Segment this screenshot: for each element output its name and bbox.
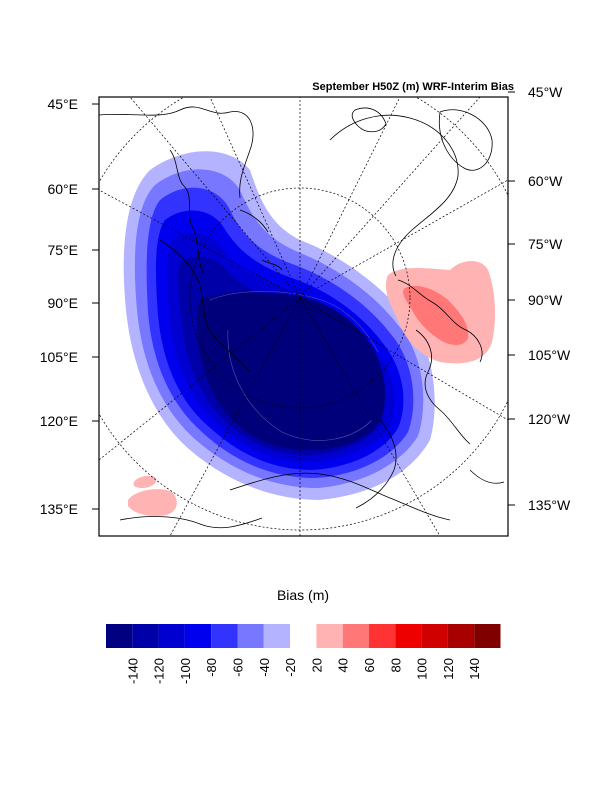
colorbar-box [290,624,317,648]
coastlines [99,106,505,529]
lon-label-right: 105°W [528,347,571,363]
right-axis-labels: 45°W 60°W 75°W 90°W 105°W 120°W 135°W [528,84,571,513]
colorbar-tick-label: 80 [388,658,403,672]
colorbar-tick-label: 20 [309,658,324,672]
positive-bias-field [128,261,496,516]
lon-label-right: 90°W [528,292,563,308]
colorbar-tick-label: -120 [152,658,167,684]
colorbar-tick-label: 40 [336,658,351,672]
colorbar-tick-label: -140 [125,658,140,684]
map-panel [98,96,509,537]
negative-bias-field [123,151,435,500]
left-axis-labels: 45°E 60°E 75°E 90°E 105°E 120°E 135°E [40,96,78,517]
colorbar-tick-label: 60 [362,658,377,672]
colorbar-box [158,624,185,648]
colorbar-title: Bias (m) [277,587,329,603]
bias-patch-east-strong [403,285,469,345]
lon-label-right: 75°W [528,236,563,252]
axis-ticks [92,91,515,510]
colorbar-tick-label: -60 [231,658,246,677]
colorbar-tick-label: 100 [415,658,430,680]
colorbar-box [106,624,133,648]
map-title: September H50Z (m) WRF-Interim Bias [312,81,514,93]
colorbar-boxes [106,624,501,648]
colorbar-box [342,624,369,648]
lon-label-left: 90°E [47,295,78,311]
colorbar-tick-label: 140 [467,658,482,680]
colorbar-box [316,624,343,648]
colorbar-tick-label: -20 [283,658,298,677]
colorbar-tick-label: -100 [178,658,193,684]
colorbar-box [237,624,264,648]
contour-line [227,329,373,441]
lon-label-right: 135°W [528,497,571,513]
colorbar-box [447,624,475,648]
lon-label-right: 120°W [528,411,571,427]
colorbar-box [211,624,238,648]
colorbar-tick-label: -80 [204,658,219,677]
colorbar-box [474,624,501,648]
lon-label-left: 105°E [40,349,78,365]
colorbar-box [184,624,212,648]
bias-patch-southwest-small [133,475,157,488]
colorbar-box [263,624,291,648]
bias-patch-southwest [128,489,177,516]
colorbar-box [132,624,159,648]
contour-line [209,291,379,353]
lon-label-right: 45°W [528,84,563,100]
graticule [99,97,508,536]
lon-label-left: 60°E [47,181,78,197]
colorbar-labels: -140 -120 -100 -80 -60 -40 -20 20 40 60 80 100 120 14… [125,658,482,684]
lon-label-left: 45°E [47,96,78,112]
lon-label-left: 75°E [47,242,78,258]
colorbar-tick-label: 120 [441,658,456,680]
lon-label-left: 120°E [40,413,78,429]
map-border [98,96,509,537]
colorbar-box [395,624,422,648]
colorbar-tick-label: -40 [257,658,272,677]
lon-label-left: 135°E [40,501,78,517]
colorbar: Bias (m) -140 -120 -100 -80 -60 -40 -20 20 40 60 8… [106,587,501,684]
bias-contour-minus-140 [196,292,386,450]
lon-label-right: 60°W [528,173,563,189]
colorbar-box [369,624,396,648]
colorbar-box [421,624,448,648]
